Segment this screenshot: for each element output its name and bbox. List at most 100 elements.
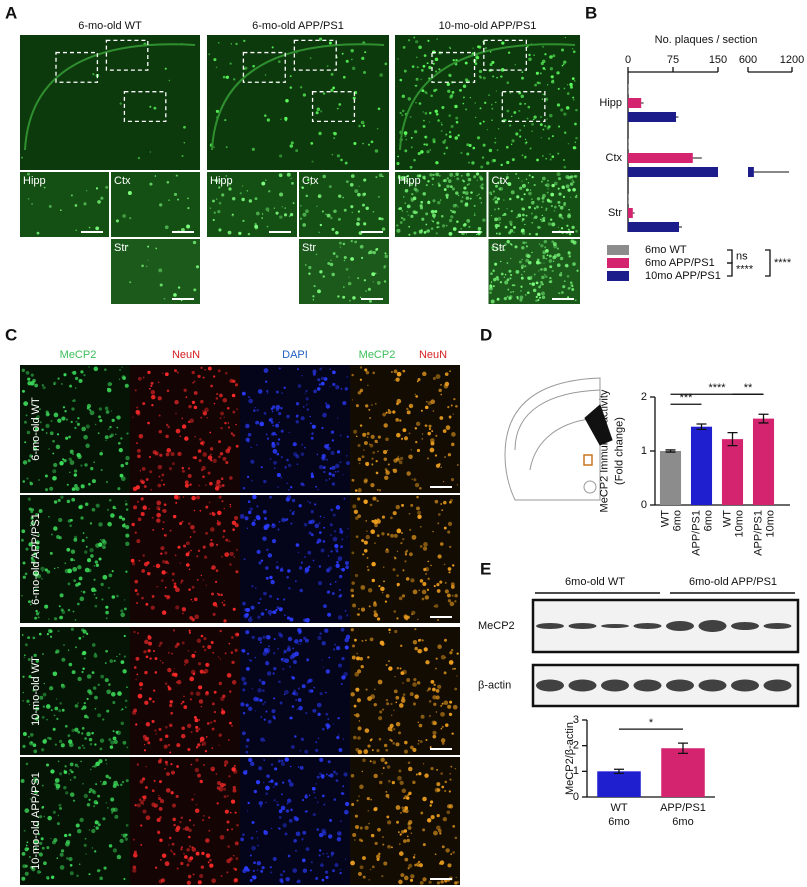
image-speck: [220, 875, 223, 877]
image-speck: [145, 602, 149, 606]
image-speck: [120, 721, 124, 726]
panel-label: B: [585, 3, 597, 22]
image-speck: [179, 435, 181, 437]
image-speck: [444, 381, 450, 387]
image-speck: [403, 436, 409, 441]
image-speck: [138, 433, 144, 439]
image-speck: [419, 579, 424, 583]
image-speck: [72, 453, 74, 455]
image-speck: [410, 136, 413, 139]
image-speck: [245, 437, 250, 442]
image-speck: [175, 497, 178, 500]
image-speck: [188, 819, 192, 822]
image-speck: [430, 815, 435, 820]
image-speck: [120, 709, 122, 711]
image-speck: [43, 186, 46, 189]
image-speck: [161, 509, 164, 512]
image-speck: [373, 601, 377, 605]
image-speck: [544, 246, 547, 249]
image-speck: [422, 371, 427, 377]
image-speck: [66, 483, 69, 486]
image-speck: [251, 635, 255, 639]
image-speck: [42, 739, 47, 744]
image-speck: [442, 140, 446, 144]
image-speck: [404, 740, 408, 745]
image-speck: [25, 844, 28, 847]
image-speck: [523, 270, 526, 273]
image-speck: [280, 118, 282, 120]
image-speck: [213, 402, 216, 405]
image-speck: [437, 513, 441, 516]
image-speck: [403, 69, 407, 73]
image-speck: [533, 207, 537, 210]
image-speck: [529, 189, 532, 191]
brain-schematic: [504, 377, 613, 501]
image-speck: [569, 287, 572, 289]
image-speck: [359, 826, 363, 830]
image-speck: [361, 455, 365, 459]
image-speck: [359, 424, 363, 427]
image-speck: [89, 522, 93, 525]
image-speck: [433, 830, 438, 836]
image-speck: [328, 185, 332, 189]
image-speck: [147, 421, 150, 425]
image-speck: [258, 801, 263, 806]
image-speck: [386, 815, 390, 819]
image-speck: [339, 593, 343, 597]
image-speck: [319, 223, 323, 227]
image-speck: [344, 387, 349, 391]
image-speck: [456, 464, 459, 466]
y-tick-label: Hipp: [599, 97, 622, 109]
image-speck: [149, 105, 152, 108]
image-speck: [427, 457, 429, 460]
image-speck: [257, 688, 262, 693]
image-speck: [386, 548, 389, 551]
image-speck: [427, 431, 432, 436]
image-speck: [332, 252, 336, 255]
image-speck: [406, 180, 409, 183]
image-speck: [354, 839, 356, 841]
image-background: [130, 365, 240, 493]
image-speck: [409, 692, 414, 697]
image-speck: [284, 465, 287, 469]
image-speck: [213, 690, 217, 694]
image-speck: [159, 453, 163, 457]
image-speck: [340, 545, 344, 549]
error-bar: [614, 768, 624, 775]
image-speck: [454, 881, 458, 885]
image-speck: [375, 459, 378, 463]
image-speck: [155, 247, 158, 250]
image-speck: [323, 803, 326, 806]
roi-box: [311, 91, 356, 123]
image-speck: [439, 416, 444, 420]
image-speck: [430, 679, 435, 684]
image-speck: [31, 203, 33, 205]
image-background: [240, 365, 350, 493]
image-speck: [76, 422, 81, 426]
micrograph: [20, 627, 130, 755]
image-speck: [31, 508, 35, 512]
image-speck: [156, 830, 161, 834]
image-speck: [281, 517, 286, 523]
image-speck: [506, 160, 510, 165]
image-speck: [500, 163, 503, 167]
image-speck: [175, 587, 180, 593]
image-speck: [292, 868, 298, 873]
image-speck: [218, 440, 221, 444]
image-speck: [413, 36, 416, 39]
image-speck: [234, 841, 239, 846]
image-speck: [462, 84, 467, 88]
image-speck: [164, 67, 167, 70]
image-speck: [552, 260, 555, 262]
image-speck: [452, 203, 457, 208]
image-speck: [343, 255, 347, 260]
image-speck: [563, 201, 567, 205]
image-speck: [376, 488, 379, 491]
image-speck: [353, 429, 358, 434]
image-speck: [46, 846, 50, 850]
image-speck: [363, 499, 368, 504]
image-speck: [450, 853, 453, 856]
image-speck: [80, 370, 84, 374]
image-speck: [497, 127, 500, 130]
image-speck: [124, 699, 128, 703]
